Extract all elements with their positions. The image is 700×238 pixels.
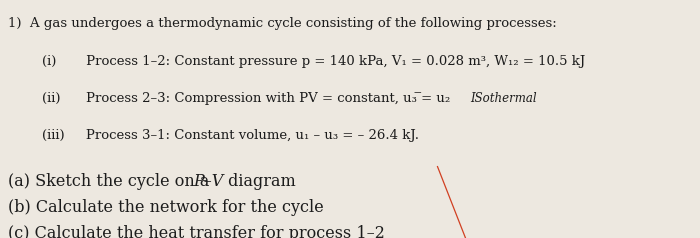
Text: (ii)      Process 2–3: Compression with PV = constant, u₃ ̅= u₂: (ii) Process 2–3: Compression with PV = … — [8, 92, 451, 105]
Text: (a) Sketch the cycle on a: (a) Sketch the cycle on a — [8, 173, 215, 189]
Text: P–V: P–V — [193, 173, 223, 189]
Text: (iii)     Process 3–1: Constant volume, u₁ – u₃ = – 26.4 kJ.: (iii) Process 3–1: Constant volume, u₁ –… — [8, 129, 419, 142]
Text: (c) Calculate the heat transfer for process 1–2: (c) Calculate the heat transfer for proc… — [8, 225, 385, 238]
Text: diagram: diagram — [223, 173, 295, 189]
Text: (b) Calculate the network for the cycle: (b) Calculate the network for the cycle — [8, 199, 324, 216]
Text: (i)       Process 1–2: Constant pressure p = 140 kPa, V₁ = 0.028 m³, W₁₂ = 10.5 : (i) Process 1–2: Constant pressure p = 1… — [8, 55, 586, 68]
Text: 1)  A gas undergoes a thermodynamic cycle consisting of the following processes:: 1) A gas undergoes a thermodynamic cycle… — [8, 17, 557, 30]
Text: ISothermal: ISothermal — [470, 92, 537, 105]
